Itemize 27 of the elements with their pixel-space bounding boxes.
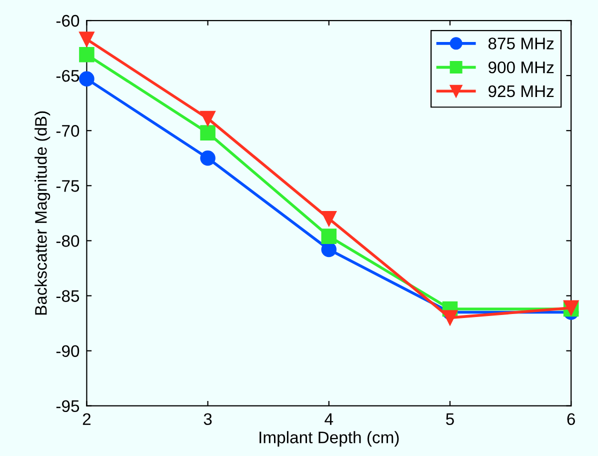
y-tick-label: -60 [56, 14, 80, 27]
x-tick-label: 6 [567, 413, 575, 426]
y-tick-label: -95 [56, 400, 80, 412]
x-tick-label: 5 [446, 413, 454, 426]
x-tick-label: 2 [82, 413, 91, 425]
y-tick-label: -75 [56, 180, 80, 192]
y-tick-label: -80 [56, 235, 80, 247]
y-tick-label: -65 [56, 70, 80, 82]
point [200, 150, 216, 166]
point [442, 310, 458, 326]
point [200, 110, 216, 126]
legend-label: 900 MHz [488, 61, 554, 74]
point [79, 32, 94, 47]
point [321, 228, 337, 244]
y-tick-label: -70 [56, 125, 80, 137]
y-tick-label: -90 [56, 345, 80, 357]
x-tick-label: 3 [204, 413, 212, 426]
legend-label: 875 MHz [488, 38, 554, 50]
point [200, 125, 216, 140]
legend-label: 925 MHz [488, 85, 554, 98]
y-axis-title: Backscatter Magnitude (dB) [34, 111, 50, 315]
point [79, 47, 94, 62]
point [79, 71, 94, 87]
x-tick-label: 4 [324, 413, 334, 425]
y-tick-label: -85 [56, 290, 80, 302]
point [321, 211, 337, 226]
x-axis-title: Implant Depth (cm) [260, 431, 399, 447]
